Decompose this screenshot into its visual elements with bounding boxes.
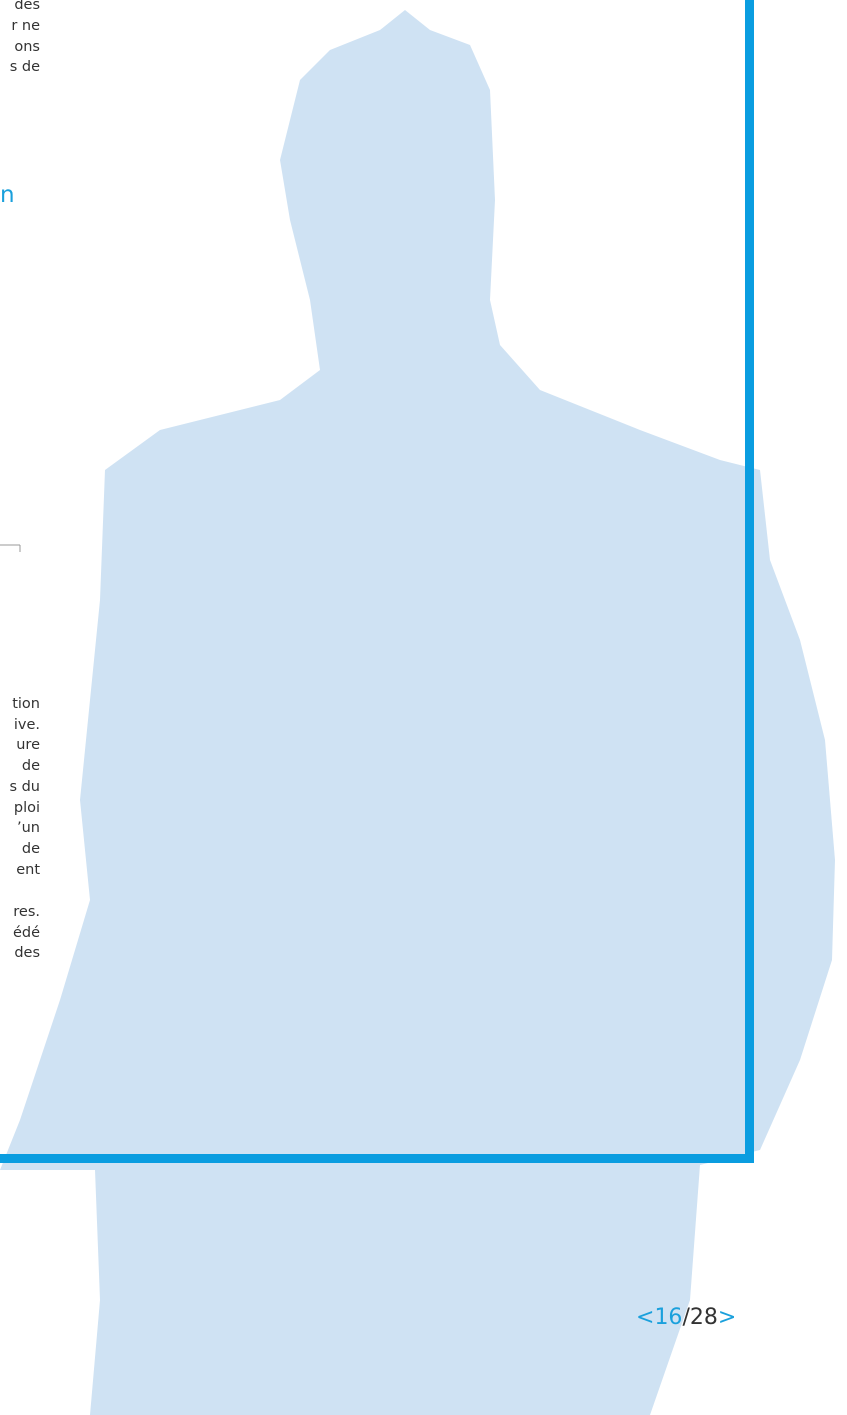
text-line: res.	[0, 902, 40, 922]
text-line: édé	[0, 923, 40, 943]
text-line: ive.	[0, 715, 40, 735]
text-line: r ne	[0, 16, 40, 36]
page: n <16/28> (() => { const data = JSON.par…	[0, 0, 847, 1415]
text-line: de	[0, 756, 40, 776]
text-line: des	[0, 0, 40, 15]
text-line: de	[0, 839, 40, 859]
text-line: des	[0, 943, 40, 963]
text-line: ent	[0, 860, 40, 880]
next-page[interactable]: >	[718, 1305, 736, 1330]
prev-page[interactable]: <	[636, 1305, 654, 1330]
background-art	[0, 0, 847, 1415]
text-line: tion	[0, 694, 40, 714]
current-page: 16	[654, 1305, 682, 1330]
silhouette	[0, 10, 835, 1415]
text-line: s du	[0, 777, 40, 797]
text-line: ploi	[0, 798, 40, 818]
pagination: <16/28>	[636, 1305, 736, 1330]
frame-right	[745, 0, 754, 1163]
frame-bottom	[0, 1154, 754, 1163]
text-line: ure	[0, 735, 40, 755]
text-line: ons	[0, 37, 40, 57]
page-separator: /	[682, 1305, 689, 1330]
text-line: s de	[0, 57, 40, 77]
total-pages: 28	[690, 1305, 718, 1330]
text-line: ’un	[0, 818, 40, 838]
heading-fragment: n	[0, 182, 15, 208]
